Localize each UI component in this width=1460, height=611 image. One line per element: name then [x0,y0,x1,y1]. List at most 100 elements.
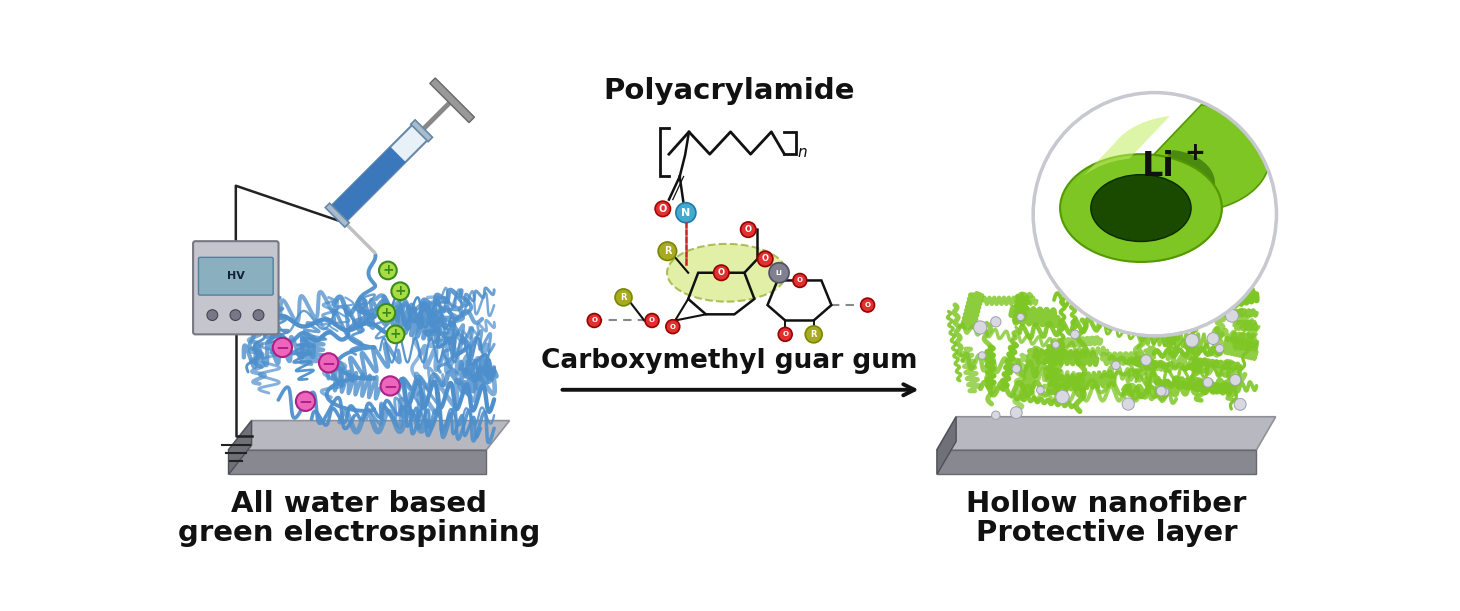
Circle shape [645,313,658,327]
Circle shape [1091,310,1098,316]
Circle shape [615,289,632,306]
Circle shape [1070,330,1079,338]
Circle shape [1034,93,1276,336]
Circle shape [1010,407,1022,419]
FancyBboxPatch shape [199,257,273,295]
Circle shape [778,327,793,342]
Circle shape [380,262,397,279]
Text: HV: HV [226,271,245,281]
Text: green electrospinning: green electrospinning [178,519,540,547]
Text: O: O [591,318,597,323]
Text: O: O [658,204,667,214]
Circle shape [658,242,676,260]
Text: Carboxymethyl guar gum: Carboxymethyl guar gum [540,348,917,373]
Circle shape [587,313,602,327]
Text: O: O [864,302,870,308]
Circle shape [1002,339,1015,353]
Circle shape [974,321,987,334]
Text: +: + [390,327,402,342]
Text: O: O [718,268,724,277]
Circle shape [1114,393,1121,401]
Polygon shape [1149,150,1215,241]
Circle shape [1111,361,1120,370]
Circle shape [991,316,1002,327]
Polygon shape [410,120,432,142]
Circle shape [387,326,404,343]
Circle shape [793,274,807,287]
Text: O: O [762,254,768,263]
Text: O: O [797,277,803,284]
Circle shape [231,310,241,321]
Circle shape [666,320,680,334]
Circle shape [1140,355,1152,365]
Text: R: R [810,330,818,339]
Circle shape [991,411,1000,420]
Circle shape [1037,386,1044,394]
Text: Protective layer: Protective layer [975,519,1237,547]
Circle shape [1215,345,1223,353]
FancyBboxPatch shape [193,241,279,334]
Text: n: n [797,145,807,160]
Circle shape [769,263,788,283]
Circle shape [391,282,409,300]
Polygon shape [330,147,406,223]
Circle shape [1223,349,1232,358]
Circle shape [1056,390,1069,404]
Ellipse shape [1091,175,1191,241]
Circle shape [1229,326,1240,336]
Polygon shape [326,203,349,227]
Text: Polyacrylamide: Polyacrylamide [603,77,854,105]
Text: Hollow nanofiber: Hollow nanofiber [967,490,1247,518]
Ellipse shape [1060,154,1222,262]
Text: O: O [745,225,752,234]
Text: R: R [620,293,626,302]
Circle shape [1186,334,1199,347]
Circle shape [1207,332,1219,345]
Circle shape [1161,388,1169,396]
Circle shape [1053,341,1060,348]
Polygon shape [937,417,1276,450]
Polygon shape [937,450,1257,475]
Circle shape [1018,313,1025,321]
Circle shape [1234,398,1247,411]
Circle shape [758,251,772,266]
Circle shape [1123,398,1134,410]
Polygon shape [229,420,510,450]
Text: O: O [670,324,676,330]
Text: +: + [1184,141,1206,164]
Circle shape [676,203,696,222]
Text: −: − [298,392,312,411]
Text: −: − [384,377,397,395]
Circle shape [740,222,756,237]
Polygon shape [429,78,474,123]
Polygon shape [229,420,251,475]
Circle shape [378,304,396,321]
Polygon shape [229,450,486,475]
Text: Li: Li [1142,150,1175,183]
Circle shape [978,352,986,359]
Polygon shape [330,123,429,223]
Circle shape [1203,378,1213,387]
Circle shape [1012,364,1021,373]
Circle shape [1229,375,1241,386]
Circle shape [714,265,729,280]
Polygon shape [1075,116,1169,185]
Text: +: + [381,306,393,320]
Circle shape [318,353,339,373]
Polygon shape [1153,104,1270,262]
Text: O: O [650,318,656,323]
Text: R: R [664,246,672,256]
Circle shape [1156,386,1167,396]
Circle shape [207,310,218,321]
Text: −: − [276,338,289,356]
Text: Li: Li [775,269,783,276]
Ellipse shape [667,244,787,302]
Circle shape [806,326,822,343]
Circle shape [656,201,670,216]
Circle shape [1164,390,1171,397]
Circle shape [1080,341,1088,348]
Text: N: N [682,208,691,218]
Text: O: O [783,331,788,337]
Text: −: − [321,354,336,372]
Circle shape [381,376,400,395]
